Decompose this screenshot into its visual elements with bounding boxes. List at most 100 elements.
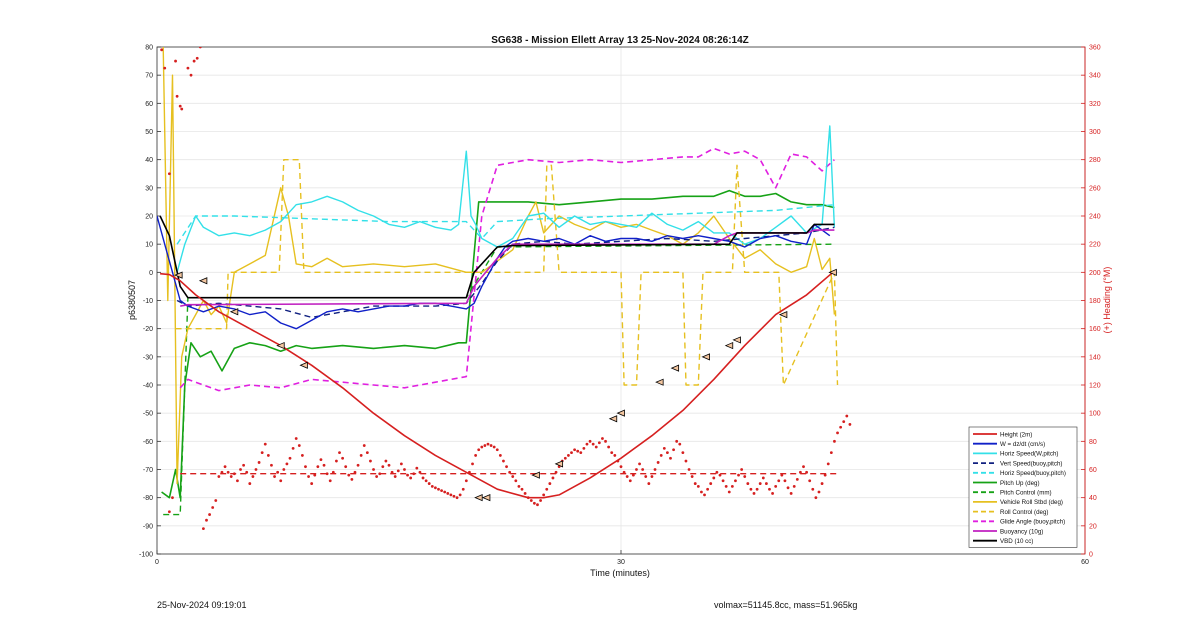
heading-point [409, 476, 413, 480]
heading-point [734, 479, 737, 483]
heading-point [662, 446, 666, 450]
heading-point [288, 456, 292, 460]
dive-marker [724, 341, 734, 350]
dive-marker [616, 409, 625, 417]
heading-point [743, 475, 747, 478]
x-tick-label: 60 [1081, 559, 1089, 566]
heading-point [610, 451, 614, 454]
y-right-tick-label: 280 [1089, 157, 1101, 164]
heading-point [489, 444, 493, 447]
grid-lines [156, 46, 1086, 555]
heading-point [208, 513, 211, 516]
legend-label: VBD (10 cc) [1000, 538, 1033, 545]
series-line-11 [159, 215, 835, 299]
heading-point [631, 473, 635, 477]
heading-point [829, 451, 833, 454]
heading-point [347, 473, 351, 477]
heading-point [607, 445, 611, 449]
heading-point [799, 470, 802, 474]
heading-point [601, 437, 604, 440]
heading-point [350, 477, 354, 481]
heading-point [650, 475, 654, 478]
heading-point [802, 465, 805, 469]
dive-marker [174, 271, 183, 279]
heading-point [795, 477, 799, 481]
heading-point [684, 459, 688, 463]
heading-point [273, 475, 276, 478]
dive-marker [481, 494, 491, 502]
heading-point [353, 470, 357, 474]
heading-point [282, 468, 286, 471]
dive-marker [531, 471, 540, 479]
heading-point [511, 475, 515, 478]
legend-label: Horiz Speed(W,pitch) [1000, 451, 1058, 458]
heading-point [390, 470, 394, 474]
heading-point [279, 479, 283, 483]
heading-point [443, 490, 447, 494]
heading-point [359, 454, 363, 457]
heading-point [480, 445, 484, 449]
y-axis-right-label: (+) Heading (°M) [1102, 267, 1112, 334]
heading-point [375, 475, 379, 478]
heading-point [362, 444, 366, 447]
heading-point [644, 475, 648, 478]
chart-title: SG638 - Mission Ellett Array 13 25-Nov-2… [491, 35, 749, 46]
heading-point [495, 448, 499, 452]
heading-point [724, 485, 728, 488]
heading-point [554, 470, 558, 474]
y-tick-label: 70 [145, 73, 153, 80]
heading-point [666, 451, 669, 454]
heading-point [403, 468, 406, 471]
y-tick-label: 80 [145, 45, 153, 52]
heading-point [563, 456, 567, 460]
heading-point [619, 465, 623, 469]
heading-point [322, 463, 326, 467]
heading-point [464, 479, 468, 483]
heading-point [836, 431, 839, 435]
heading-point [848, 423, 852, 426]
heading-point [681, 451, 685, 454]
heading-point [245, 470, 249, 474]
heading-point [548, 482, 552, 485]
heading-point [316, 465, 320, 469]
heading-point [622, 470, 626, 474]
heading-point [266, 454, 270, 457]
y-tick-label: -80 [143, 495, 153, 502]
heading-point [672, 448, 675, 452]
heading-point [160, 48, 164, 52]
y-tick-label: -90 [143, 523, 153, 530]
heading-point [814, 496, 818, 500]
heading-point [458, 493, 462, 497]
heading-point [811, 487, 815, 491]
heading-point [477, 448, 481, 452]
heading-point [229, 475, 233, 478]
heading-point [263, 442, 267, 446]
dive-marker [276, 341, 285, 350]
y-tick-label: -20 [143, 326, 153, 333]
heading-point [845, 414, 849, 418]
heading-point [223, 465, 227, 469]
heading-point [839, 425, 843, 429]
heading-point [335, 459, 338, 463]
heading-point [780, 473, 784, 477]
heading-point [721, 479, 725, 483]
heading-point [532, 501, 536, 505]
y-right-tick-label: 240 [1089, 214, 1101, 221]
heading-point [220, 470, 224, 474]
heading-point [248, 482, 252, 485]
y-tick-label: 50 [145, 129, 153, 136]
heading-point [789, 492, 793, 495]
legend-label: Pitch Up (deg) [1000, 480, 1040, 487]
heading-point [669, 456, 672, 460]
heading-point [483, 444, 487, 447]
heading-point [523, 492, 527, 495]
dive-marker [198, 277, 208, 285]
heading-point [294, 437, 298, 440]
heading-point [539, 499, 542, 502]
heading-point [709, 482, 713, 485]
heading-point [180, 107, 184, 111]
heading-point [820, 482, 824, 485]
legend-label: Vert Speed(buoy,pitch) [1000, 460, 1062, 467]
heading-point [211, 506, 215, 509]
heading-point [285, 462, 289, 466]
